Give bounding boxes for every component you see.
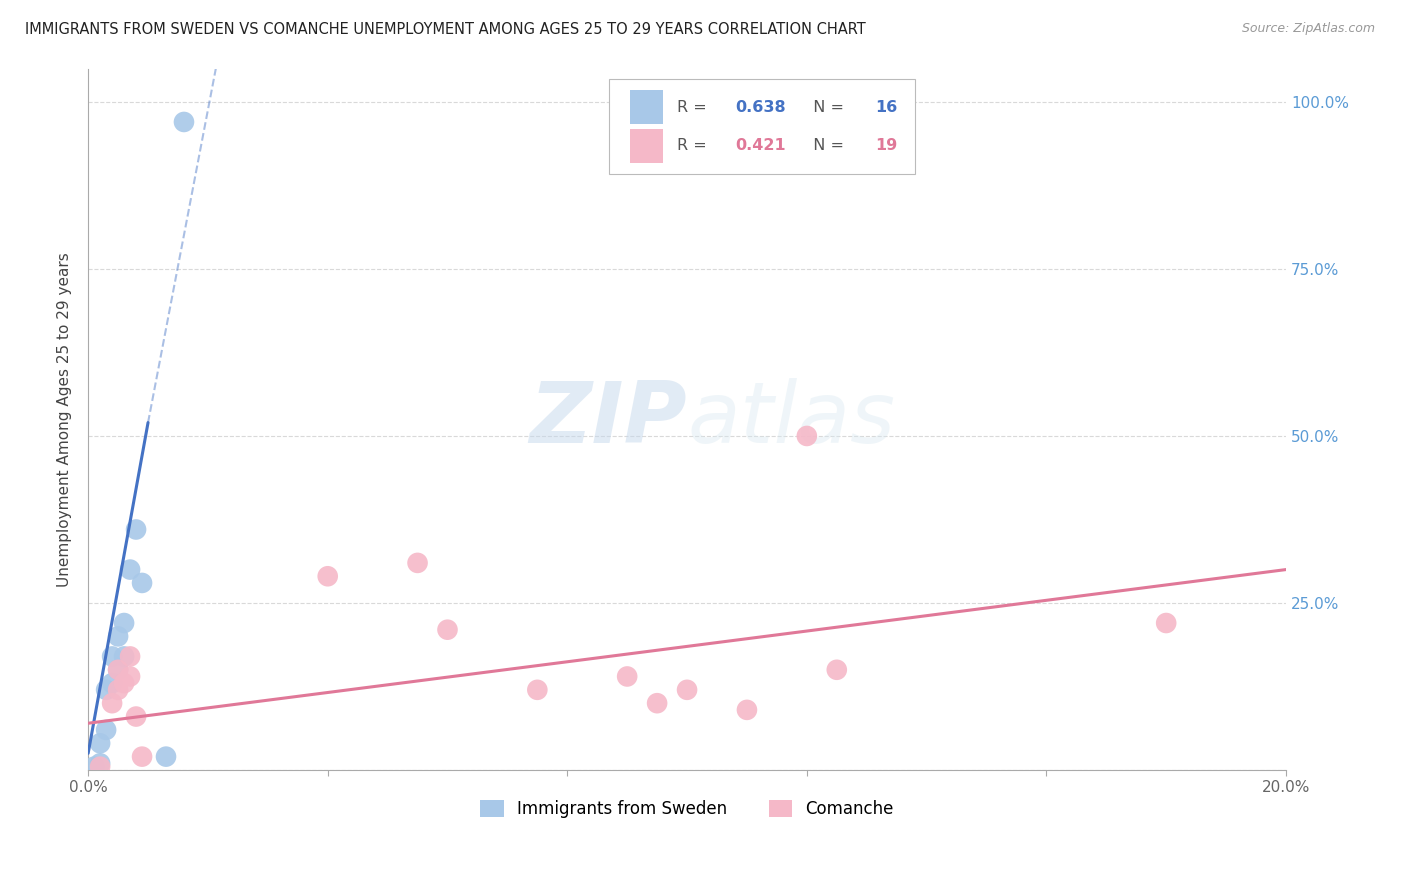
Legend: Immigrants from Sweden, Comanche: Immigrants from Sweden, Comanche xyxy=(474,793,900,825)
Point xyxy=(94,723,117,737)
Point xyxy=(526,682,548,697)
Point xyxy=(101,676,124,690)
Point xyxy=(83,759,105,773)
Point xyxy=(1154,615,1177,630)
Point xyxy=(155,749,177,764)
Text: N =: N = xyxy=(803,100,849,114)
Text: IMMIGRANTS FROM SWEDEN VS COMANCHE UNEMPLOYMENT AMONG AGES 25 TO 29 YEARS CORREL: IMMIGRANTS FROM SWEDEN VS COMANCHE UNEMP… xyxy=(25,22,866,37)
Point xyxy=(676,682,699,697)
Point xyxy=(89,759,111,773)
Point xyxy=(173,115,195,129)
Point xyxy=(89,736,111,750)
Text: 16: 16 xyxy=(875,100,897,114)
Point xyxy=(120,669,142,683)
Point xyxy=(125,523,148,537)
FancyBboxPatch shape xyxy=(630,128,664,162)
Point xyxy=(125,709,148,723)
Point xyxy=(735,703,758,717)
Text: atlas: atlas xyxy=(688,377,896,461)
Point xyxy=(94,682,117,697)
Text: 0.421: 0.421 xyxy=(735,138,786,153)
Point xyxy=(112,615,135,630)
Y-axis label: Unemployment Among Ages 25 to 29 years: Unemployment Among Ages 25 to 29 years xyxy=(58,252,72,587)
Point xyxy=(316,569,339,583)
Point xyxy=(131,749,153,764)
FancyBboxPatch shape xyxy=(630,90,664,124)
Point xyxy=(796,429,818,443)
Point xyxy=(131,576,153,591)
Text: R =: R = xyxy=(678,100,713,114)
Text: Source: ZipAtlas.com: Source: ZipAtlas.com xyxy=(1241,22,1375,36)
Point xyxy=(825,663,848,677)
Point xyxy=(107,663,129,677)
Text: ZIP: ZIP xyxy=(530,377,688,461)
Point xyxy=(107,682,129,697)
Point xyxy=(436,623,458,637)
Point xyxy=(112,649,135,664)
Point xyxy=(406,556,429,570)
Point xyxy=(645,696,668,710)
Point xyxy=(120,649,142,664)
FancyBboxPatch shape xyxy=(609,79,915,174)
Text: 0.638: 0.638 xyxy=(735,100,786,114)
Point xyxy=(616,669,638,683)
Text: 19: 19 xyxy=(875,138,897,153)
Point xyxy=(89,756,111,771)
Point xyxy=(107,663,129,677)
Point xyxy=(107,629,129,643)
Text: R =: R = xyxy=(678,138,713,153)
Point xyxy=(120,563,142,577)
Point xyxy=(112,676,135,690)
Text: N =: N = xyxy=(803,138,849,153)
Point xyxy=(101,696,124,710)
Point xyxy=(101,649,124,664)
